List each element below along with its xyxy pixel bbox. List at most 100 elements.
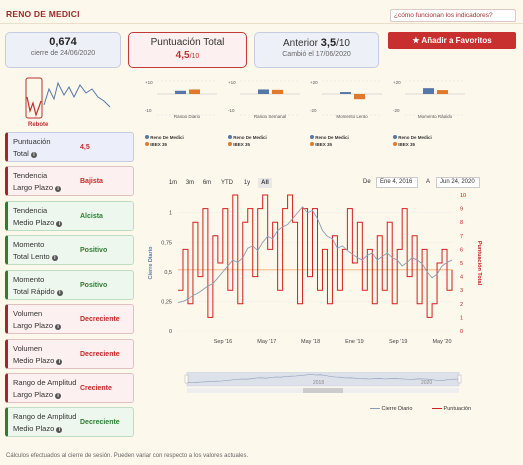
indicator-name: Tendencia Medio Plazo i [13, 205, 79, 229]
to-date-input[interactable]: Jun 24, 2020 [436, 177, 480, 188]
legend-price[interactable]: Cierre Diario [370, 406, 412, 412]
indicator-value: Decreciente [80, 418, 120, 426]
y-bottom-label: -20 [393, 108, 400, 113]
small-legend-index: IBEX 35 [145, 142, 223, 147]
info-icon[interactable]: i [30, 152, 37, 158]
x-tick-label: May '20 [432, 339, 451, 345]
pattern-sparkline [25, 77, 111, 119]
indicator-row[interactable]: Tendencia Medio Plazo i Alcista [5, 201, 134, 231]
indicator-row[interactable]: Puntuación Total i 4,5 [5, 132, 134, 162]
y2-tick-label: 9 [460, 207, 463, 213]
small-chart: +20 -20 Momento Rápido Reno De Medici IBEX… [393, 78, 471, 148]
y-tick-label: 0,75 [161, 240, 172, 246]
y2-tick-label: 4 [460, 275, 463, 281]
indicator-row[interactable]: Volumen Largo Plazo i Decreciente [5, 304, 134, 334]
range-button[interactable]: 1m [168, 180, 178, 186]
previous-label: Anterior 3,5/10 [283, 37, 350, 49]
indicator-row[interactable]: Momento Total Lento i Positivo [5, 235, 134, 265]
y2-axis-title: Puntuación Total [476, 241, 482, 286]
indicator-value: Creciente [80, 384, 112, 392]
page-title: RENO DE MEDICI [6, 9, 80, 19]
add-favorites-button[interactable]: ★ Añadir a Favoritos [388, 32, 516, 49]
small-chart-label: Rango Diario [174, 114, 201, 118]
indicator-name: Volumen Largo Plazo i [13, 308, 79, 332]
info-icon[interactable]: i [51, 255, 58, 261]
x-tick-label: May '18 [301, 339, 320, 345]
index-bar [437, 90, 448, 94]
price-value: 0,674 [49, 36, 77, 48]
indicator-row[interactable]: Volumen Medio Plazo i Decreciente [5, 339, 134, 369]
help-link[interactable]: ¿cómo funcionan los indicadores? [390, 9, 516, 22]
range-button[interactable]: YTD [221, 180, 233, 186]
x-tick-label: Ene '19 [345, 339, 363, 345]
y2-tick-label: 0 [460, 329, 463, 335]
y-tick-label: 1 [169, 211, 172, 217]
indicator-value: Bajista [80, 177, 103, 185]
indicator-value: Positivo [80, 246, 108, 254]
info-icon[interactable]: i [56, 427, 63, 433]
legend-score[interactable]: Puntuación [432, 406, 471, 412]
small-legend-index: IBEX 35 [310, 142, 388, 147]
info-icon[interactable]: i [56, 290, 63, 296]
small-chart-label: Momento Rápido [418, 114, 453, 118]
small-chart-label: Rango Semanal [254, 114, 286, 118]
index-bar [354, 94, 365, 100]
info-icon[interactable]: i [55, 324, 62, 330]
indicator-name: Momento Total Lento i [13, 239, 79, 263]
indicator-row[interactable]: Momento Total Rápido i Positivo [5, 270, 134, 300]
small-chart-label: Momento Lento [336, 114, 368, 118]
indicator-row[interactable]: Rango de Amplitud Medio Plazo i Decrecient… [5, 407, 134, 437]
small-chart: +10 -10 Rango Diario Reno De Medici IBEX 3… [145, 78, 223, 148]
price-series-line [177, 206, 453, 304]
info-icon[interactable]: i [55, 393, 62, 399]
indicator-name: Rango de Amplitud Largo Plazo i [13, 378, 77, 399]
small-chart: +20 -20 Momento Lento Reno De Medici IBEX … [310, 78, 388, 148]
y-top-label: +20 [310, 80, 318, 85]
chart-navigator[interactable]: 2018 2020 [183, 372, 463, 394]
info-icon[interactable]: i [56, 221, 63, 227]
stock-bar [258, 89, 269, 94]
small-chart-plot: +20 -20 Momento Lento [310, 80, 382, 119]
indicator-row[interactable]: Tendencia Largo Plazo i Bajista [5, 166, 134, 196]
index-bar [272, 89, 283, 94]
info-icon[interactable]: i [55, 186, 62, 192]
y-tick-label: 0,25 [161, 299, 172, 305]
stock-bar [340, 92, 351, 94]
range-button[interactable]: 6m [202, 180, 212, 186]
indicator-value: Positivo [80, 281, 108, 289]
indicator-name: Tendencia Largo Plazo i [13, 170, 79, 194]
small-legend-stock: Reno De Medici [145, 135, 223, 140]
y2-tick-label: 10 [460, 193, 466, 199]
y2-tick-label: 1 [460, 315, 463, 321]
x-tick-label: Sep '16 [214, 339, 232, 345]
range-button[interactable]: 1y [243, 180, 251, 186]
indicator-value: Alcista [80, 212, 103, 220]
y-top-label: +10 [145, 80, 153, 85]
small-legend-index: IBEX 35 [228, 142, 306, 147]
indicator-name: Momento Total Rápido i [13, 274, 79, 298]
small-chart: +10 -10 Rango Semanal Reno De Medici IBEX … [228, 78, 306, 148]
indicator-value: Decreciente [80, 315, 120, 323]
small-chart-plot: +10 -10 Rango Diario [145, 80, 217, 119]
stock-bar [175, 90, 186, 94]
indicator-name: Rango de Amplitud Medio Plazo i [13, 412, 77, 433]
y-bottom-label: -10 [145, 108, 152, 113]
score-card: Puntuación Total 4,5/10 [128, 32, 247, 68]
navigator-label: 2018 [313, 380, 324, 386]
previous-card: Anterior 3,5/10 Cambió el 17/06/2020 [254, 32, 379, 68]
indicator-name: Puntuación Total i [13, 137, 51, 158]
indicator-value: 4,5 [80, 143, 90, 151]
small-chart-plot: +10 -10 Rango Semanal [228, 80, 300, 119]
small-legend-stock: Reno De Medici [228, 135, 306, 140]
range-button[interactable]: 3m [185, 180, 195, 186]
to-label: A [426, 179, 431, 185]
info-icon[interactable]: i [56, 359, 63, 365]
indicator-name: Volumen Medio Plazo i [13, 343, 79, 367]
indicator-row[interactable]: Rango de Amplitud Largo Plazo i Creciente [5, 373, 134, 403]
from-label: De [363, 179, 371, 185]
from-date-input[interactable]: Ene 4, 2016 [376, 177, 418, 188]
range-button[interactable]: All [258, 178, 272, 188]
y-axis-title: Cierre Diario [148, 246, 154, 280]
x-tick-label: Sep '19 [389, 339, 407, 345]
